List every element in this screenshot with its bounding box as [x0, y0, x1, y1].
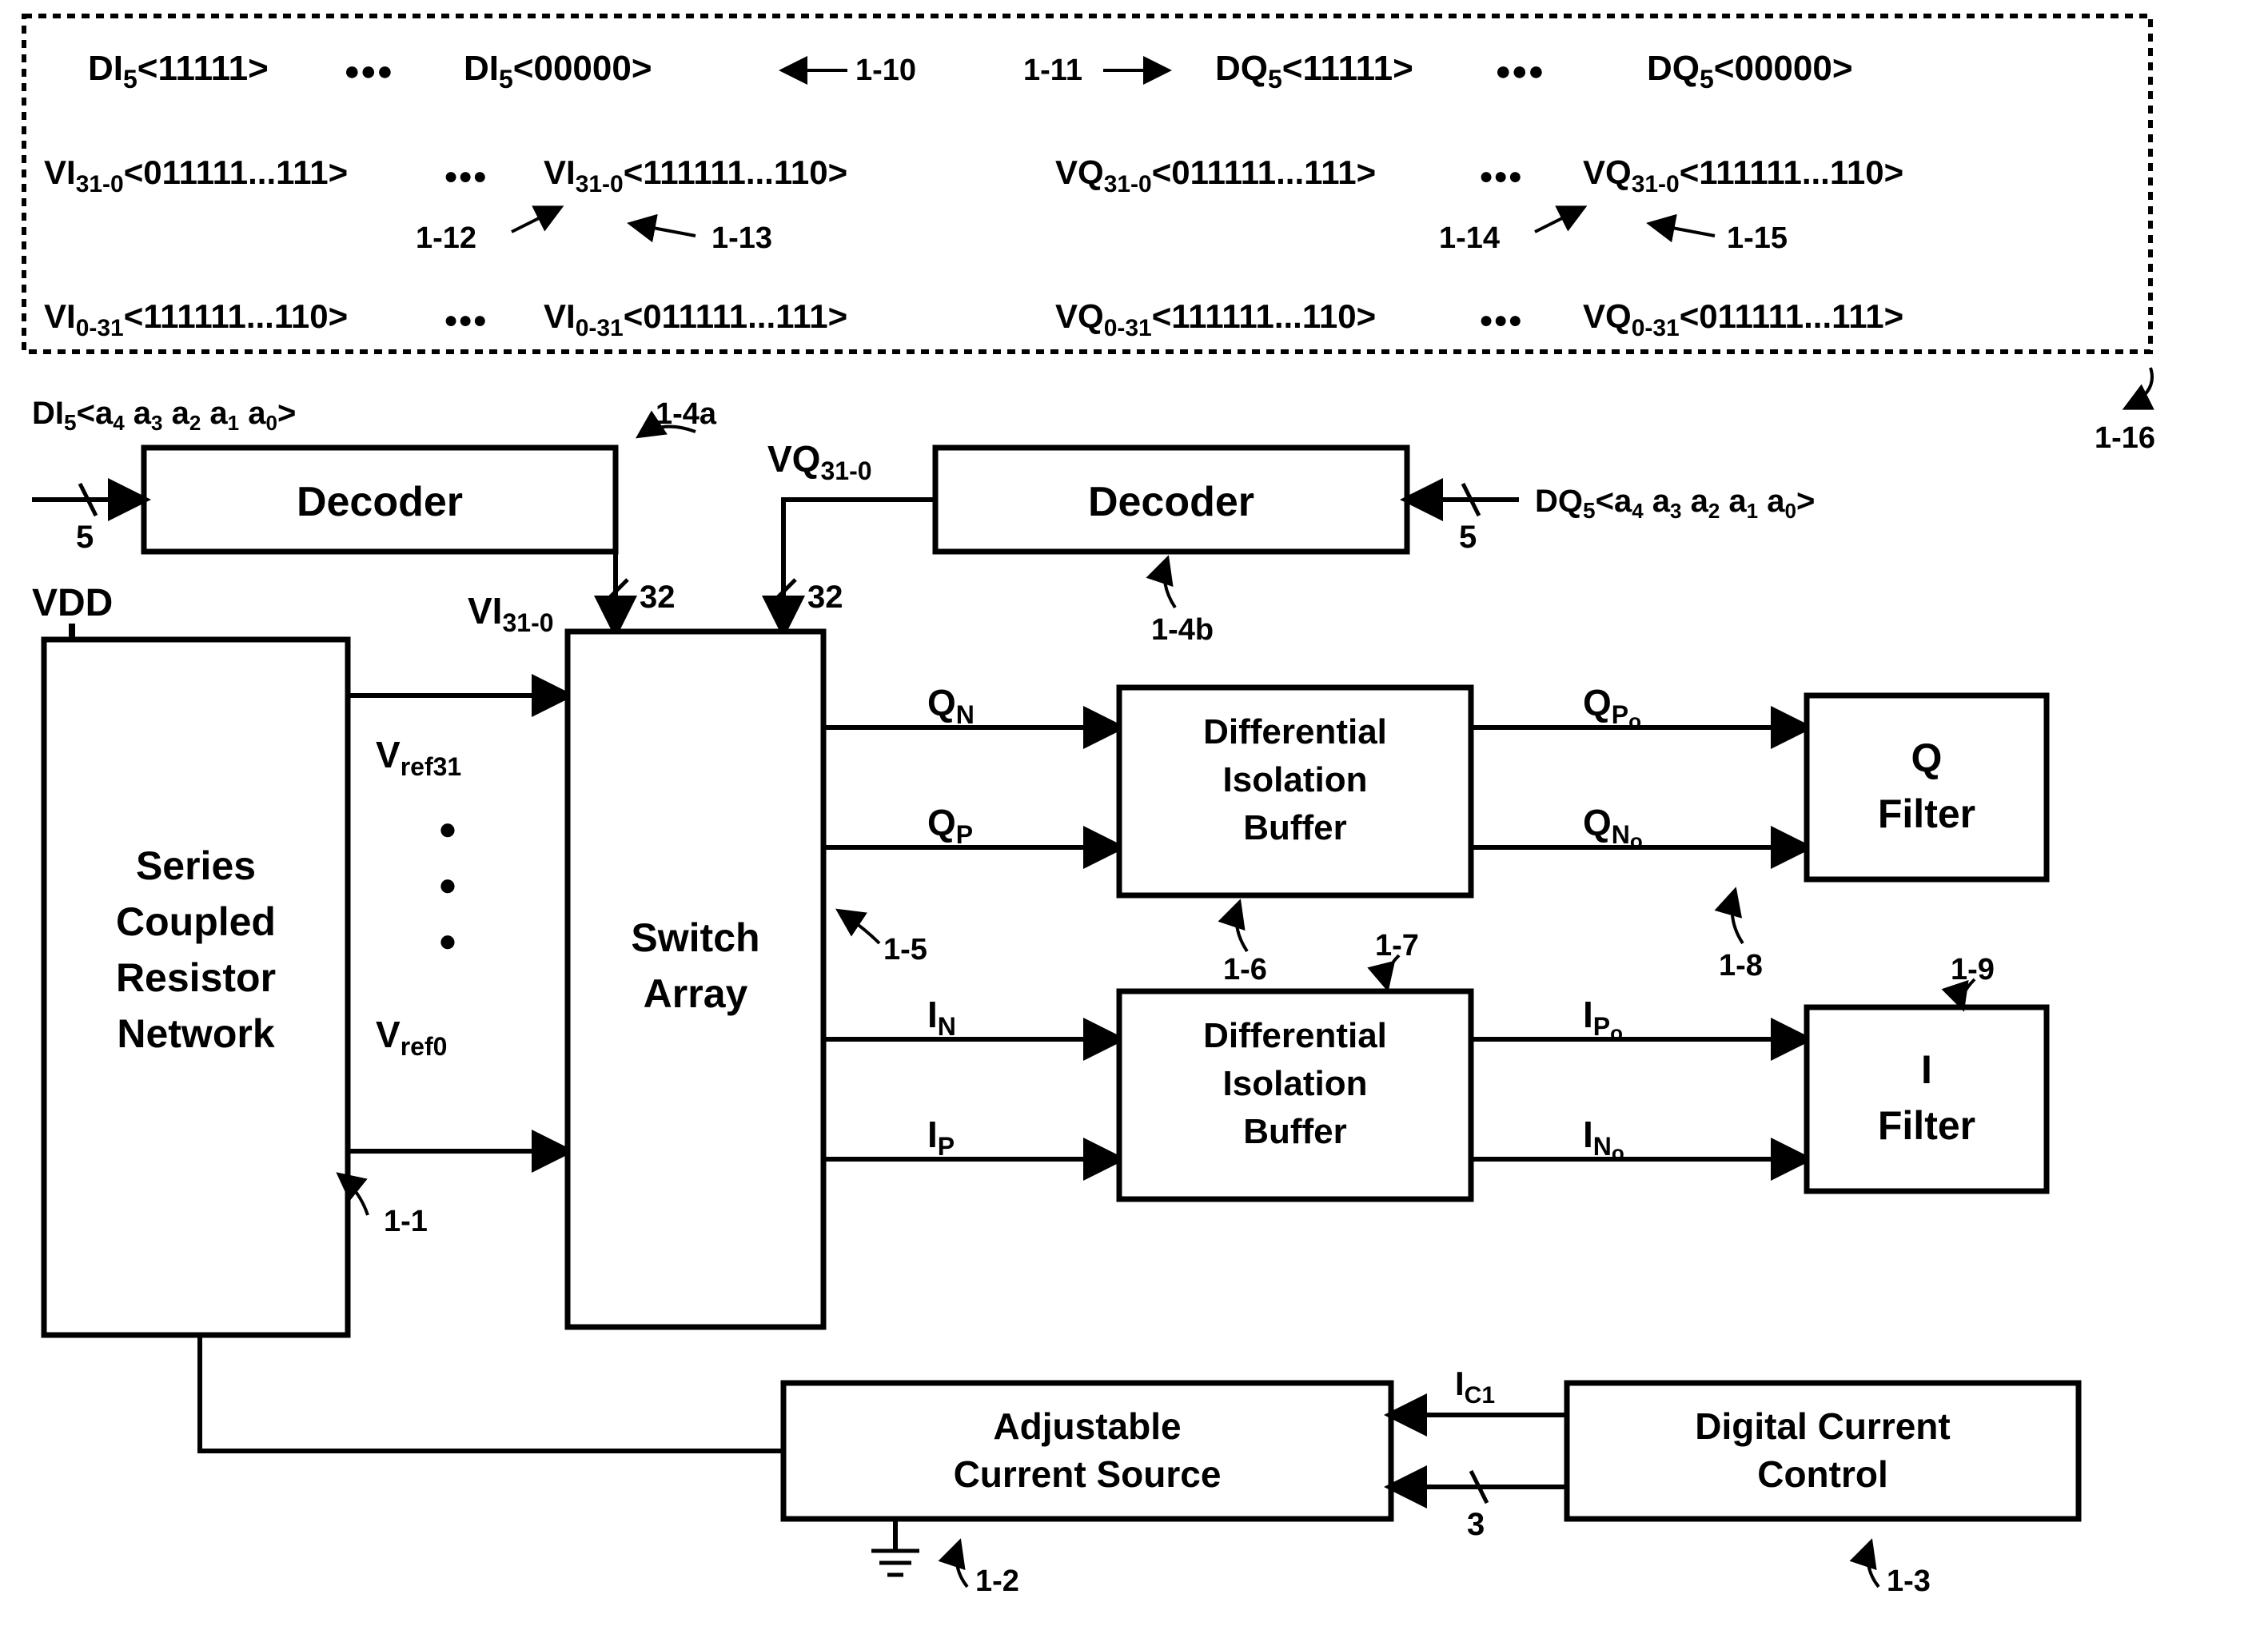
svg-text:Buffer: Buffer — [1243, 808, 1347, 847]
vq310-label: VQ31-0 — [767, 438, 872, 485]
svg-text:VI0-31<011111...111>: VI0-31<011111...111> — [544, 297, 847, 341]
svg-text:Array: Array — [644, 971, 748, 1016]
svg-text:●: ● — [438, 811, 457, 847]
vi310-label: VI31-0 — [468, 590, 554, 637]
svg-text:●: ● — [438, 867, 457, 903]
svg-text:Differential: Differential — [1203, 712, 1387, 751]
svg-text:VI31-0<011111...111>: VI31-0<011111...111> — [44, 153, 348, 197]
svg-text:●●●: ●●● — [1495, 56, 1545, 86]
ref-1-4a: 1-4a — [656, 397, 717, 431]
svg-text:Current Source: Current Source — [954, 1453, 1222, 1495]
ref-1-1: 1-1 — [384, 1205, 428, 1238]
svg-text:Filter: Filter — [1878, 1103, 1975, 1148]
svg-text:Series: Series — [136, 843, 256, 888]
svg-text:VI31-0<111111...110>: VI31-0<111111...110> — [544, 153, 847, 197]
bus-32-a: 32 — [640, 580, 676, 615]
decoder-b-label: Decoder — [1088, 479, 1254, 525]
ref-1-6: 1-6 — [1223, 953, 1267, 986]
svg-text:●●●: ●●● — [344, 56, 393, 86]
svg-text:Digital Current: Digital Current — [1695, 1405, 1950, 1447]
vref31-label: Vref31 — [376, 734, 461, 781]
svg-text:Buffer: Buffer — [1243, 1112, 1347, 1151]
svg-text:VQ31-0<111111...110>: VQ31-0<111111...110> — [1583, 153, 1903, 197]
adj-cs-block — [783, 1383, 1391, 1519]
table-row: DI5<11111> ●●● DI5<00000> 1-10 1-11 DQ5<… — [88, 49, 1853, 94]
di5-label: DI5<a4 a3 a2 a1 a0> — [32, 396, 296, 435]
ip-label: IP — [927, 1114, 955, 1161]
svg-text:Resistor: Resistor — [116, 955, 276, 1000]
svg-text:VQ0-31<011111...111>: VQ0-31<011111...111> — [1583, 297, 1903, 341]
svg-text:●: ● — [438, 923, 457, 958]
svg-text:Filter: Filter — [1878, 791, 1975, 836]
in-label: IN — [927, 994, 956, 1041]
table-row: VI31-0<011111...111> ●●● VI31-0<111111..… — [44, 153, 1903, 197]
svg-text:Q: Q — [1911, 735, 1943, 780]
svg-text:Adjustable: Adjustable — [993, 1405, 1181, 1447]
ref-1-8: 1-8 — [1719, 949, 1763, 982]
svg-text:VQ31-0<011111...111>: VQ31-0<011111...111> — [1055, 153, 1376, 197]
svg-text:Differential: Differential — [1203, 1016, 1387, 1055]
svg-text:Isolation: Isolation — [1223, 1064, 1368, 1103]
svg-text:Switch: Switch — [631, 915, 759, 960]
svg-text:1-10: 1-10 — [855, 54, 916, 87]
qn-label: QN — [927, 682, 975, 729]
bus-5-b: 5 — [1459, 520, 1477, 555]
svg-text:Isolation: Isolation — [1223, 760, 1368, 799]
svg-text:DI5<00000>: DI5<00000> — [464, 49, 652, 94]
ref-1-2: 1-2 — [975, 1564, 1019, 1598]
ref-1-7: 1-7 — [1375, 929, 1419, 962]
ref-1-9: 1-9 — [1951, 953, 1995, 986]
vref0-label: Vref0 — [376, 1014, 447, 1061]
svg-text:1-13: 1-13 — [711, 221, 772, 255]
svg-text:DQ5<11111>: DQ5<11111> — [1215, 49, 1413, 94]
svg-text:I: I — [1921, 1047, 1932, 1092]
i-filter-block — [1807, 1007, 2047, 1191]
svg-text:1-12: 1-12 — [416, 221, 476, 255]
dig-cc-block — [1567, 1383, 2079, 1519]
ref-1-16: 1-16 — [2095, 421, 2155, 455]
ic1-label: IC1 — [1455, 1365, 1495, 1409]
svg-text:VI0-31<111111...110>: VI0-31<111111...110> — [44, 297, 348, 341]
svg-text:DI5<11111>: DI5<11111> — [88, 49, 269, 94]
table-row: VI0-31<111111...110> ●●● VI0-31<011111..… — [44, 297, 1903, 341]
dq5-label: DQ5<a4 a3 a2 a1 a0> — [1535, 484, 1815, 523]
svg-text:VQ0-31<111111...110>: VQ0-31<111111...110> — [1055, 297, 1376, 341]
ref-1-5: 1-5 — [883, 933, 927, 966]
q-filter-block — [1807, 695, 2047, 879]
vdd-label: VDD — [32, 582, 113, 624]
svg-text:●●●: ●●● — [1479, 307, 1522, 333]
svg-text:Coupled: Coupled — [116, 899, 276, 944]
svg-text:1-11: 1-11 — [1023, 54, 1082, 87]
ref-1-3: 1-3 — [1887, 1564, 1931, 1598]
svg-text:●●●: ●●● — [1479, 163, 1522, 189]
svg-text:DQ5<00000>: DQ5<00000> — [1647, 49, 1853, 94]
svg-text:Network: Network — [117, 1011, 274, 1056]
bus-5-a: 5 — [76, 520, 94, 555]
svg-text:Control: Control — [1757, 1453, 1888, 1495]
decoder-a-label: Decoder — [297, 479, 463, 525]
block-diagram: DI5<11111> ●●● DI5<00000> 1-10 1-11 DQ5<… — [0, 0, 2268, 1642]
svg-text:●●●: ●●● — [444, 163, 487, 189]
bus-3: 3 — [1467, 1507, 1485, 1542]
svg-text:1-14: 1-14 — [1439, 221, 1500, 255]
svg-text:●●●: ●●● — [444, 307, 487, 333]
bus-32-b: 32 — [807, 580, 843, 615]
ref-1-4b: 1-4b — [1151, 613, 1214, 647]
qp-label: QP — [927, 802, 973, 849]
svg-text:1-15: 1-15 — [1727, 221, 1788, 255]
